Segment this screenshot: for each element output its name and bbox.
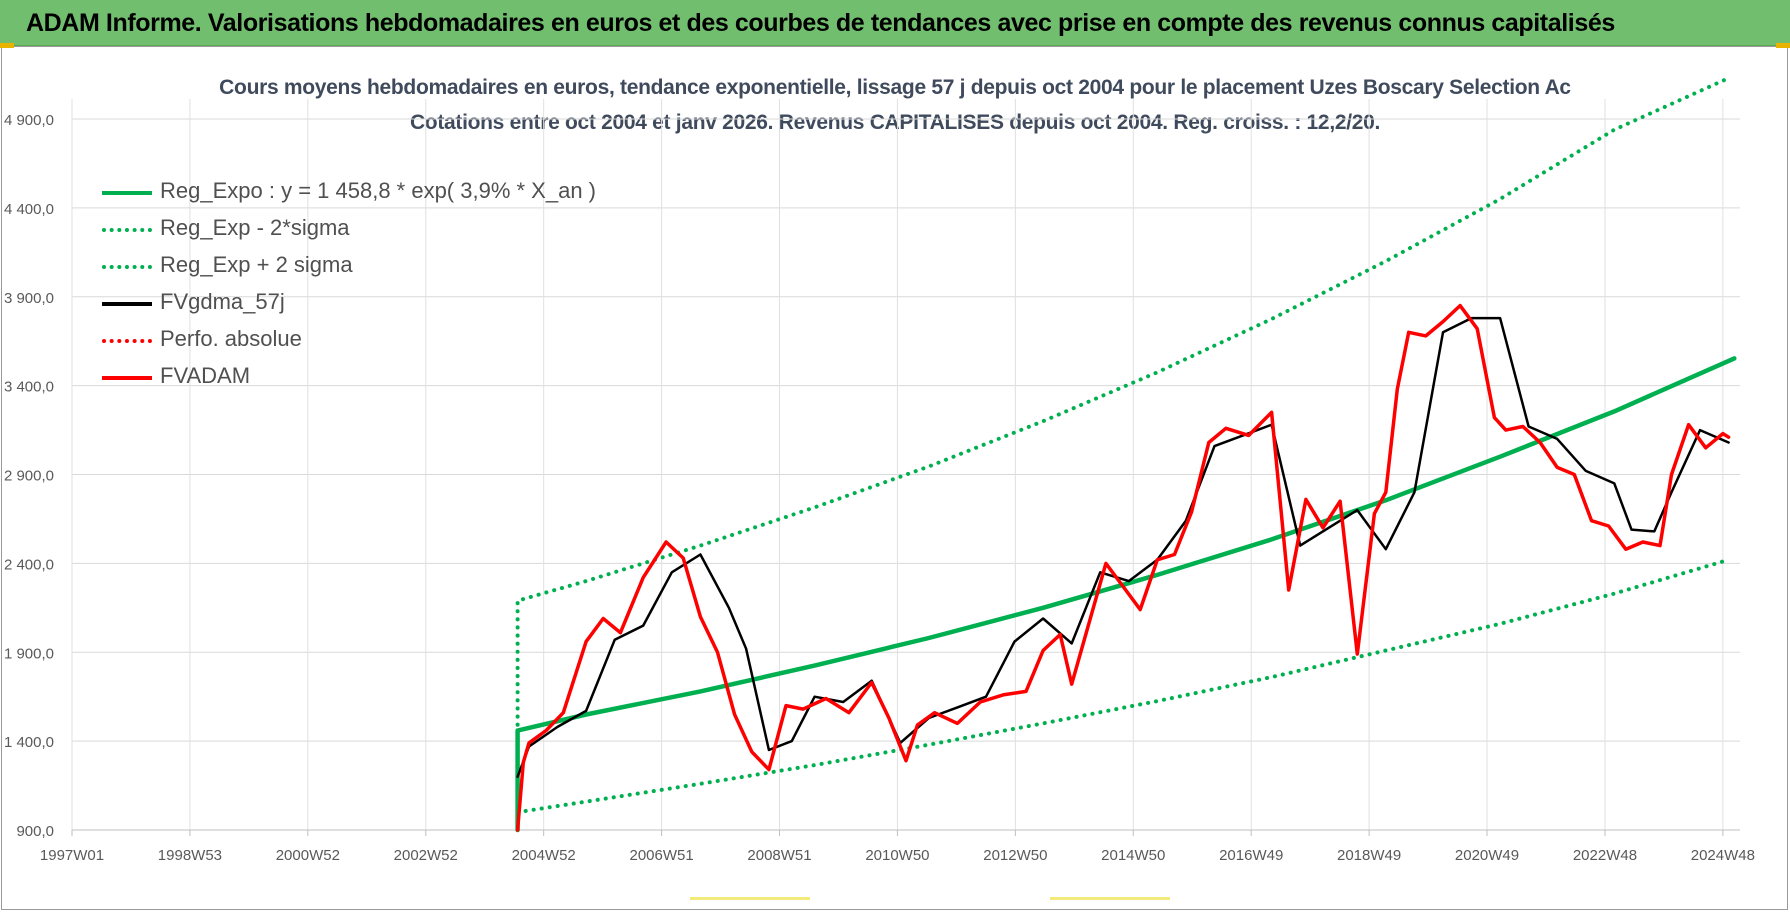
legend-item: FVgdma_57j (102, 287, 662, 324)
chart-subtitle: Cotations entre oct 2004 et janv 2026. R… (409, 111, 1381, 134)
legend-item: Reg_Expo : y = 1 458,8 * exp( 3,9% * X_a… (102, 176, 662, 213)
x-tick-label: 2020W49 (1455, 847, 1519, 864)
series-line-0 (515, 356, 1737, 833)
x-tick-label: 2012W50 (983, 847, 1047, 864)
chart-frame (1, 46, 1788, 910)
y-tick-label: 1 900,0 (4, 645, 54, 662)
x-tick-label: 2004W52 (512, 847, 576, 864)
legend-swatch (102, 265, 152, 269)
legend-swatch (102, 228, 152, 232)
report-banner: ADAM Informe. Valorisations hebdomadaire… (0, 0, 1790, 46)
x-tick-label: 2010W50 (865, 847, 929, 864)
legend-item: FVADAM (102, 361, 662, 398)
legend-label: FVADAM (160, 363, 251, 388)
legend-label: Reg_Expo : y = 1 458,8 * exp( 3,9% * X_a… (160, 178, 596, 203)
report-title: ADAM Informe. Valorisations hebdomadaire… (26, 9, 1615, 37)
y-tick-label: 2 900,0 (4, 468, 54, 485)
x-tick-label: 1997W01 (40, 847, 104, 864)
y-tick-label: 2 400,0 (4, 556, 54, 573)
x-tick-label: 2000W52 (276, 847, 340, 864)
legend-item: Reg_Exp + 2 sigma (102, 250, 662, 287)
legend-swatch (102, 376, 152, 380)
frame-corner-marker (0, 43, 14, 48)
legend-label: Perfo. absolue (160, 326, 302, 351)
series-line-2 (515, 76, 1731, 832)
y-tick-label: 1 400,0 (4, 734, 54, 751)
legend-swatch (102, 191, 152, 195)
chart-legend: Reg_Expo : y = 1 458,8 * exp( 3,9% * X_a… (102, 176, 662, 398)
y-tick-label: 4 400,0 (4, 201, 54, 218)
legend-swatch (102, 302, 152, 306)
x-tick-label: 2002W52 (394, 847, 458, 864)
x-tick-label: 2022W48 (1573, 847, 1637, 864)
legend-label: Reg_Exp - 2*sigma (160, 215, 350, 240)
x-tick-label: 2006W51 (629, 847, 693, 864)
x-tick-label: 1998W53 (158, 847, 222, 864)
y-tick-label: 900,0 (16, 823, 54, 840)
y-tick-label: 3 900,0 (4, 290, 54, 307)
legend-label: FVgdma_57j (160, 289, 285, 314)
y-tick-label: 4 900,0 (4, 112, 54, 129)
legend-item: Perfo. absolue (102, 324, 662, 361)
series-line-5 (515, 303, 1731, 832)
frame-corner-marker (1776, 43, 1790, 48)
legend-label: Reg_Exp + 2 sigma (160, 252, 353, 277)
chart-title: Cours moyens hebdomadaires en euros, ten… (219, 76, 1571, 99)
x-tick-label: 2018W49 (1337, 847, 1401, 864)
y-tick-label: 3 400,0 (4, 379, 54, 396)
legend-item: Reg_Exp - 2*sigma (102, 213, 662, 250)
x-tick-label: 2024W48 (1691, 847, 1755, 864)
selection-accent (690, 897, 810, 900)
selection-accent (1050, 897, 1170, 900)
series-line-1 (515, 557, 1731, 815)
legend-swatch (102, 339, 152, 343)
x-tick-label: 2016W49 (1219, 847, 1283, 864)
x-tick-label: 2014W50 (1101, 847, 1165, 864)
x-tick-label: 2008W51 (747, 847, 811, 864)
